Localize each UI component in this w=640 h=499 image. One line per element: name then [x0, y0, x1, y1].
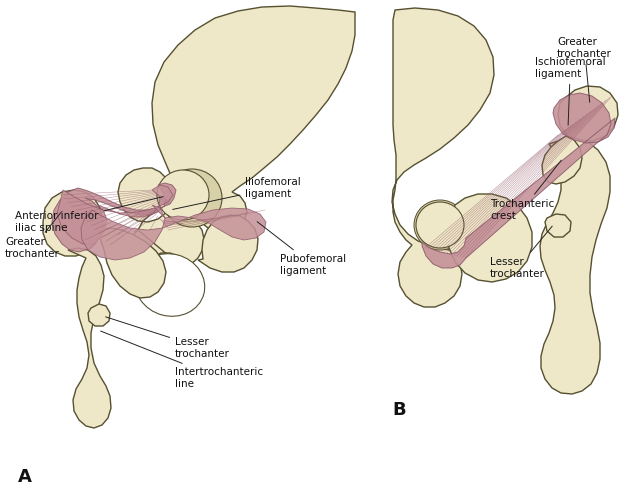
- Polygon shape: [542, 136, 582, 184]
- Polygon shape: [68, 248, 111, 428]
- Text: Greater
trochanter: Greater trochanter: [557, 37, 612, 102]
- Text: Trochanteric
crest: Trochanteric crest: [490, 160, 561, 221]
- Ellipse shape: [162, 169, 222, 227]
- Polygon shape: [448, 194, 532, 282]
- Text: Pubofemoral
ligament: Pubofemoral ligament: [257, 222, 346, 276]
- Polygon shape: [88, 304, 110, 326]
- Ellipse shape: [416, 202, 464, 248]
- Ellipse shape: [414, 200, 466, 250]
- Text: Anterior inferior
iliac spine: Anterior inferior iliac spine: [15, 197, 163, 233]
- Ellipse shape: [157, 170, 209, 220]
- Polygon shape: [545, 214, 571, 237]
- Polygon shape: [558, 86, 618, 141]
- Text: Lesser
trochanter: Lesser trochanter: [490, 226, 552, 279]
- Polygon shape: [118, 6, 355, 269]
- Polygon shape: [100, 228, 166, 298]
- Text: A: A: [18, 468, 32, 486]
- Text: Greater
trochanter: Greater trochanter: [5, 212, 61, 259]
- Polygon shape: [52, 183, 176, 252]
- Polygon shape: [43, 190, 103, 256]
- Polygon shape: [198, 215, 258, 272]
- Polygon shape: [422, 93, 615, 268]
- Polygon shape: [81, 205, 266, 260]
- Text: Intertrochanteric
line: Intertrochanteric line: [100, 331, 263, 389]
- Text: B: B: [392, 401, 406, 419]
- Polygon shape: [121, 230, 190, 304]
- Polygon shape: [540, 138, 610, 394]
- Text: Ischiofemoral
ligament: Ischiofemoral ligament: [535, 57, 605, 125]
- Text: Iliofemoral
ligament: Iliofemoral ligament: [173, 177, 301, 210]
- Text: Lesser
trochanter: Lesser trochanter: [106, 317, 230, 359]
- Ellipse shape: [135, 253, 205, 316]
- Polygon shape: [57, 185, 173, 244]
- Polygon shape: [392, 8, 494, 307]
